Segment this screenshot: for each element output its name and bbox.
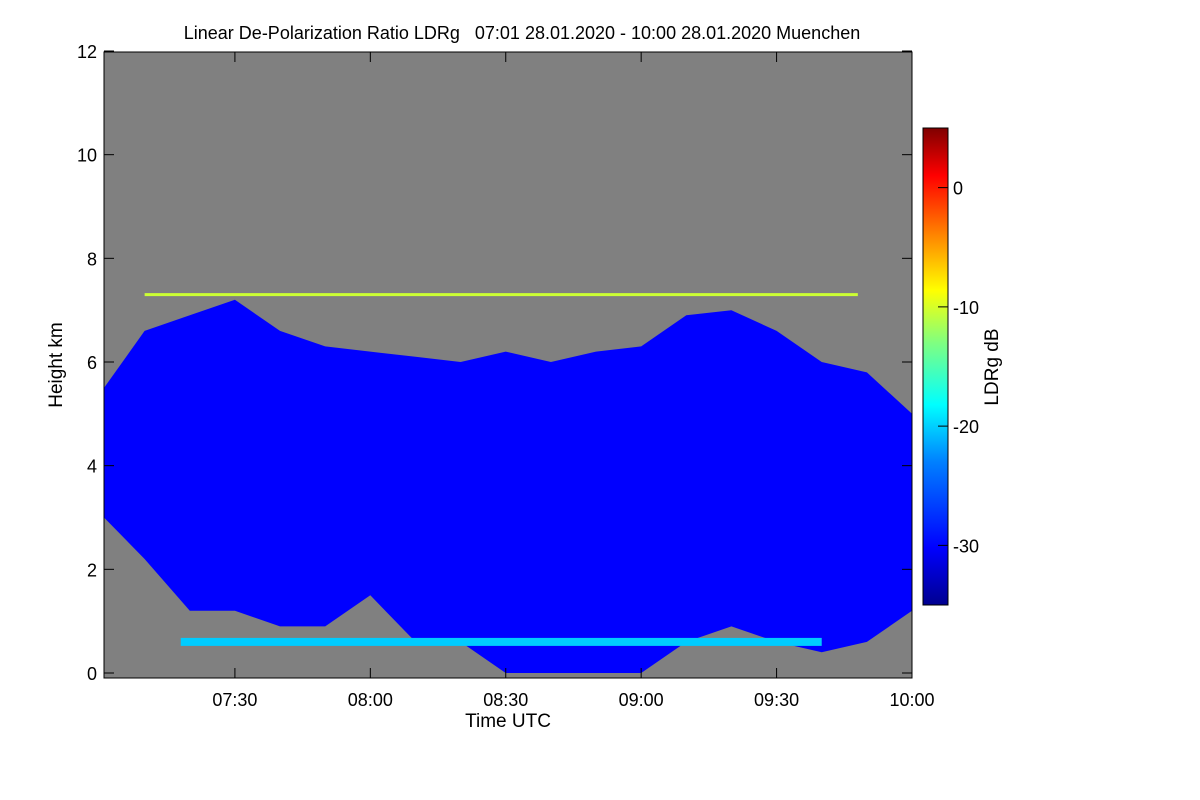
plot-frame	[103, 51, 913, 679]
aerosol-layer-line	[144, 293, 858, 297]
colorbar	[922, 127, 949, 606]
x-axis: 07:30 08:00 08:30 09:00 09:30 10:00	[212, 52, 935, 710]
y-tick-label: 12	[77, 42, 97, 62]
x-tick-label: 09:00	[619, 690, 664, 710]
y-axis-label: Height km	[46, 322, 67, 408]
x-tick-label: 08:30	[483, 690, 528, 710]
y-tick-label: 10	[77, 146, 97, 166]
melting-layer-band	[180, 637, 822, 646]
y-tick-label: 4	[87, 457, 97, 477]
y-tick-label: 8	[87, 249, 97, 269]
colorbar-tick-label: 0	[953, 179, 963, 199]
y-axis: 0 2 4 6 8 10 12	[77, 42, 912, 684]
x-tick-label: 09:30	[754, 690, 799, 710]
x-tick-label: 07:30	[212, 690, 257, 710]
colorbar-tick-label: -30	[953, 536, 979, 556]
x-axis-label: Time UTC	[465, 711, 551, 732]
plot-area	[104, 52, 912, 678]
x-tick-label: 08:00	[348, 690, 393, 710]
chart-title: Linear De-Polarization Ratio LDRg 07:01 …	[184, 23, 860, 43]
y-tick-label: 2	[87, 560, 97, 580]
colorbar-label: LDRg dB	[982, 328, 1003, 405]
y-tick-label: 6	[87, 353, 97, 373]
colorbar-axis: 0 -10 -20 -30	[938, 179, 979, 556]
x-tick-label: 10:00	[889, 690, 934, 710]
y-tick-label: 0	[87, 664, 97, 684]
colorbar-tick-label: -20	[953, 417, 979, 437]
cloud-region	[104, 299, 912, 673]
colorbar-tick-label: -10	[953, 298, 979, 318]
